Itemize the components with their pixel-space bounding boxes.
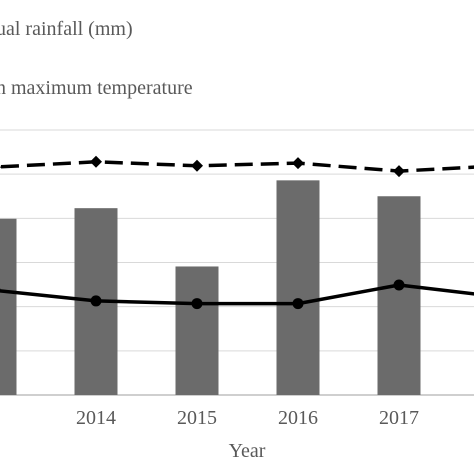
max-temperature-point-2017 bbox=[393, 165, 405, 178]
x-tick-label: 2014 bbox=[76, 407, 116, 429]
temperature-solid-point-2017 bbox=[393, 279, 405, 291]
legend: ual rainfall (mm) n maximum temperature bbox=[0, 18, 193, 99]
temperature-solid-point-2014 bbox=[90, 295, 102, 307]
x-tick-label: 2016 bbox=[278, 407, 318, 429]
rainfall-bar-2013 bbox=[0, 218, 17, 395]
temperature-solid-point-2016 bbox=[292, 298, 304, 310]
rainfall-bar-2016 bbox=[276, 180, 320, 395]
max-temperature-point-2013 bbox=[0, 166, 1, 169]
temperature-solid-line bbox=[0, 283, 474, 306]
max-temperature-line bbox=[0, 160, 474, 173]
legend-temperature-label: n maximum temperature bbox=[0, 77, 193, 99]
x-tick-label: 2015 bbox=[177, 407, 217, 429]
max-temperature-point-2015 bbox=[191, 159, 203, 172]
x-axis-title: Year bbox=[229, 440, 266, 462]
rainfall-bars bbox=[0, 180, 421, 395]
x-tick-labels: 320142015201620172 bbox=[76, 407, 419, 429]
max-temperature-point-2016 bbox=[292, 157, 304, 170]
rainfall-bar-2015 bbox=[175, 266, 219, 395]
temperature-lines bbox=[0, 155, 474, 310]
max-temperature-point-2014 bbox=[90, 155, 102, 168]
rainfall-bar-2017 bbox=[377, 196, 421, 395]
legend-rainfall-label: ual rainfall (mm) bbox=[0, 18, 133, 40]
temperature-solid-point-2015 bbox=[191, 298, 203, 310]
temperature-solid-point-2013 bbox=[0, 288, 1, 293]
x-tick-label: 2017 bbox=[379, 407, 419, 429]
